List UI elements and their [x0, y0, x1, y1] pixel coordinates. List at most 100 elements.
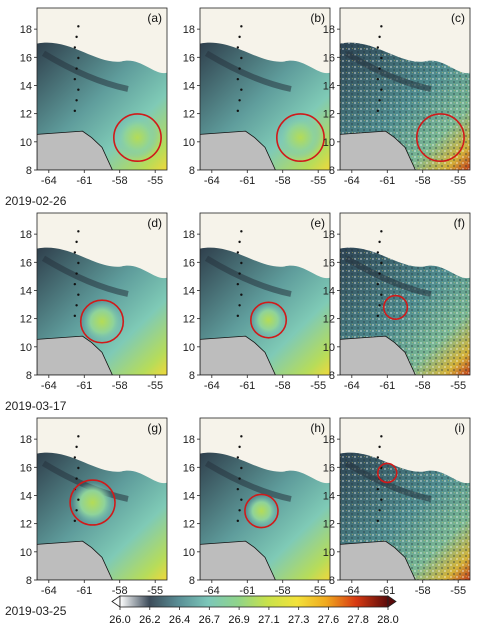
- panel-label: (d): [147, 216, 162, 230]
- x-tick-label: -61: [239, 585, 255, 597]
- eddy-circle: [382, 294, 409, 321]
- y-tick-label: 8: [26, 575, 32, 587]
- date-label: 2019-03-25: [5, 604, 67, 618]
- y-tick-label: 8: [26, 165, 32, 177]
- colorbar-tick-label: 27.3: [288, 614, 309, 626]
- x-tick-label: -61: [379, 175, 395, 187]
- panel-label: (c): [451, 11, 465, 25]
- x-tick-label: -61: [76, 175, 92, 187]
- panel-label: (b): [310, 11, 325, 25]
- y-tick-label: 10: [20, 137, 32, 149]
- y-tick-label: 14: [183, 285, 195, 297]
- x-tick-label: -61: [239, 175, 255, 187]
- x-tick-label: -64: [204, 380, 220, 392]
- x-tick-label: -55: [450, 380, 466, 392]
- y-tick-label: 14: [323, 80, 335, 92]
- eddy-circle: [377, 462, 398, 484]
- y-tick-label: 16: [323, 257, 335, 269]
- y-tick-label: 8: [189, 370, 195, 382]
- x-tick-label: -61: [239, 380, 255, 392]
- colorbar-tick-label: 26.2: [139, 614, 160, 626]
- colorbar-tick-label: 26.9: [228, 614, 249, 626]
- y-tick-label: 14: [323, 285, 335, 297]
- x-tick-label: -64: [344, 585, 360, 597]
- y-tick-label: 14: [323, 490, 335, 502]
- y-tick-label: 18: [20, 229, 32, 241]
- y-tick-label: 18: [183, 434, 195, 446]
- y-tick-label: 14: [20, 490, 32, 502]
- y-tick-label: 12: [20, 109, 32, 121]
- date-label: 2019-02-26: [5, 194, 67, 208]
- panel-label: (f): [454, 216, 465, 230]
- y-tick-label: 16: [20, 52, 32, 64]
- map-panel: (d) -64 -61 -58 -55 18 16 14 12 10 8: [20, 212, 168, 392]
- y-tick-label: 10: [183, 137, 195, 149]
- panel-label: (g): [147, 421, 162, 435]
- y-tick-label: 18: [183, 229, 195, 241]
- x-tick-label: -64: [41, 175, 57, 187]
- y-tick-label: 14: [183, 80, 195, 92]
- x-tick-label: -58: [112, 585, 128, 597]
- colorbar-tick-label: 27.1: [258, 614, 279, 626]
- y-tick-label: 18: [20, 434, 32, 446]
- y-tick-label: 16: [183, 462, 195, 474]
- eddy-circle: [79, 299, 125, 344]
- y-tick-label: 10: [20, 342, 32, 354]
- colorbar-tick-label: 27.6: [318, 614, 339, 626]
- y-tick-label: 12: [183, 519, 195, 531]
- y-tick-label: 18: [323, 24, 335, 36]
- x-tick-label: -55: [310, 175, 326, 187]
- x-tick-label: -58: [415, 380, 431, 392]
- x-tick-label: -61: [76, 585, 92, 597]
- panel-label: (a): [147, 11, 162, 25]
- y-tick-label: 18: [20, 24, 32, 36]
- colorbar-max-arrow: [387, 595, 397, 608]
- y-tick-label: 16: [20, 257, 32, 269]
- y-tick-label: 14: [20, 80, 32, 92]
- map-panel: (b) -64 -61 -58 -55 18 16 14 12 10 8: [183, 7, 331, 187]
- y-tick-label: 8: [189, 575, 195, 587]
- y-tick-label: 18: [183, 24, 195, 36]
- colorbar-tick-label: 27.8: [348, 614, 369, 626]
- map-panel: (g) -64 -61 -58 -55 18 16 14 12 10 8: [20, 417, 168, 597]
- eddy-circle: [276, 113, 325, 163]
- y-tick-label: 12: [323, 519, 335, 531]
- panel-label: (i): [454, 421, 465, 435]
- y-tick-label: 16: [20, 462, 32, 474]
- y-tick-label: 16: [183, 52, 195, 64]
- y-tick-label: 10: [323, 547, 335, 559]
- map-panel: (c) -64 -61 -58 -55 18 16 14 12 10 8: [323, 7, 471, 187]
- y-tick-label: 12: [183, 109, 195, 121]
- x-tick-label: -58: [415, 585, 431, 597]
- eddy-circle: [69, 479, 116, 526]
- date-labels: 2019-02-26 2019-03-17 2019-03-25: [5, 194, 67, 618]
- x-tick-label: -58: [275, 175, 291, 187]
- eddy-circle: [244, 493, 279, 529]
- x-tick-label: -55: [147, 175, 163, 187]
- x-tick-label: -64: [41, 380, 57, 392]
- map-panel: (h) -64 -61 -58 -55 18 16 14 12 10 8: [183, 417, 331, 597]
- y-tick-label: 14: [183, 490, 195, 502]
- y-tick-label: 18: [323, 229, 335, 241]
- y-tick-label: 16: [323, 52, 335, 64]
- x-tick-label: -61: [379, 585, 395, 597]
- eddy-circle: [113, 113, 162, 163]
- panel-label: (h): [310, 421, 325, 435]
- x-tick-label: -61: [379, 380, 395, 392]
- y-tick-label: 14: [20, 285, 32, 297]
- x-tick-label: -64: [344, 380, 360, 392]
- x-tick-label: -58: [275, 585, 291, 597]
- colorbar-tick-label: 26.4: [169, 614, 190, 626]
- x-tick-label: -64: [41, 585, 57, 597]
- y-tick-label: 12: [20, 519, 32, 531]
- y-tick-label: 12: [323, 109, 335, 121]
- y-tick-label: 16: [323, 462, 335, 474]
- y-tick-label: 8: [329, 370, 335, 382]
- y-tick-label: 10: [183, 342, 195, 354]
- colorbar-tick-label: 26.0: [109, 614, 130, 626]
- y-tick-label: 8: [329, 575, 335, 587]
- panel-label: (e): [310, 216, 325, 230]
- colorbar-ramp: [119, 595, 389, 608]
- x-tick-label: -55: [450, 585, 466, 597]
